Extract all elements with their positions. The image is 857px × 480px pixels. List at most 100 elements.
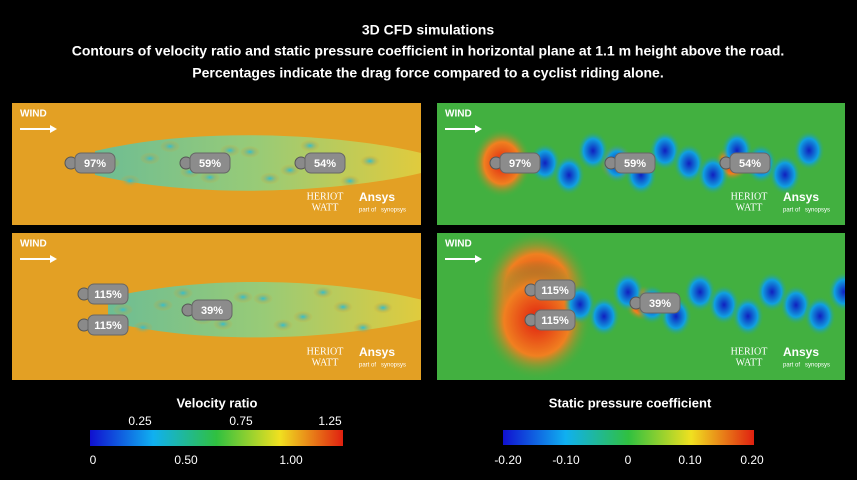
eddy xyxy=(273,319,293,332)
low-pressure xyxy=(793,130,825,171)
low-pressure xyxy=(756,271,788,312)
tick-label: 1.25 xyxy=(318,414,342,428)
eddy xyxy=(260,172,280,185)
logo-text: part of xyxy=(783,208,800,214)
low-pressure xyxy=(588,296,620,337)
low-pressure xyxy=(769,154,801,195)
logo-text: synopsys xyxy=(805,208,830,214)
logo-text: synopsys xyxy=(381,363,406,369)
low-pressure xyxy=(649,130,681,171)
title-line: Contours of velocity ratio and static pr… xyxy=(72,43,785,59)
low-pressure xyxy=(673,143,705,184)
logo-text: HERIOT xyxy=(307,346,344,357)
low-pressure xyxy=(684,272,716,313)
rider-badge xyxy=(87,283,129,305)
rider-badge xyxy=(189,152,231,174)
eddy xyxy=(213,318,233,331)
tick-label: 0.75 xyxy=(229,414,253,428)
wind-label: WIND xyxy=(20,239,47,250)
drag-label: 59% xyxy=(199,158,221,170)
eddy xyxy=(340,174,360,187)
low-pressure xyxy=(828,271,845,312)
tick-label: 0.20 xyxy=(740,453,764,467)
logo-text: synopsys xyxy=(805,363,830,369)
title-line: Percentages indicate the drag force comp… xyxy=(192,65,663,81)
contour-field xyxy=(12,103,421,225)
eddy xyxy=(300,139,320,152)
rider-badge xyxy=(729,152,771,174)
drag-label: 115% xyxy=(541,315,569,327)
logo-text: part of xyxy=(359,363,376,369)
low-pressure xyxy=(553,155,585,196)
tick-label: 0.10 xyxy=(678,453,702,467)
wind-label: WIND xyxy=(20,109,47,120)
colorbar-title: Velocity ratio xyxy=(177,395,258,410)
drag-label: 39% xyxy=(201,305,223,317)
drag-label: 115% xyxy=(94,289,122,301)
eddy xyxy=(200,171,220,184)
low-pressure xyxy=(732,296,764,337)
logo-text: WATT xyxy=(736,357,763,368)
colorbar xyxy=(503,430,754,445)
tick-label: 0.25 xyxy=(128,414,152,428)
drag-label: 97% xyxy=(84,158,106,170)
rider-badge xyxy=(87,314,129,336)
eddy xyxy=(160,140,180,153)
rider-badge xyxy=(639,292,681,314)
rider-badge xyxy=(74,152,116,174)
logo-text: Ansys xyxy=(783,345,819,359)
logo-text: Ansys xyxy=(359,190,395,204)
rider-badge xyxy=(499,152,541,174)
title-line: 3D CFD simulations xyxy=(362,22,494,38)
tick-label: -0.10 xyxy=(552,453,580,467)
eddy xyxy=(313,286,333,299)
drag-label: 39% xyxy=(649,298,671,310)
rider-badge xyxy=(534,309,576,331)
drag-label: 97% xyxy=(509,158,531,170)
logo-text: HERIOT xyxy=(731,346,768,357)
eddy xyxy=(113,303,133,316)
rider-badge xyxy=(304,152,346,174)
eddy xyxy=(333,300,353,313)
tick-label: 1.00 xyxy=(279,453,303,467)
logo-text: WATT xyxy=(312,357,339,368)
logo-text: Ansys xyxy=(359,345,395,359)
eddy xyxy=(353,321,373,334)
wind-label: WIND xyxy=(445,239,472,250)
logo-text: HERIOT xyxy=(307,191,344,202)
low-pressure xyxy=(708,284,740,325)
rider-badge xyxy=(534,279,576,301)
wind-arrowhead xyxy=(475,255,482,263)
tick-label: 0 xyxy=(90,453,97,467)
low-pressure xyxy=(804,296,836,337)
rider-badge xyxy=(614,152,656,174)
drag-label: 115% xyxy=(94,320,122,332)
eddy xyxy=(120,174,140,187)
rider-badge xyxy=(191,299,233,321)
eddy xyxy=(280,164,300,177)
colorbar-title: Static pressure coefficient xyxy=(549,395,712,410)
eddy xyxy=(140,152,160,165)
logo-text: part of xyxy=(783,363,800,369)
drag-label: 54% xyxy=(314,158,336,170)
colorbar xyxy=(90,430,343,446)
eddy xyxy=(253,292,273,305)
drag-label: 54% xyxy=(739,158,761,170)
eddy xyxy=(173,287,193,300)
wind-arrowhead xyxy=(50,255,57,263)
eddy xyxy=(133,321,153,334)
tick-label: -0.20 xyxy=(494,453,522,467)
logo-text: Ansys xyxy=(783,190,819,204)
eddy xyxy=(233,291,253,304)
drag-label: 115% xyxy=(541,285,569,297)
eddy xyxy=(360,155,380,168)
wind-arrowhead xyxy=(50,125,57,133)
logo-text: HERIOT xyxy=(731,191,768,202)
tick-label: 0.50 xyxy=(174,453,198,467)
eddy xyxy=(293,310,313,323)
